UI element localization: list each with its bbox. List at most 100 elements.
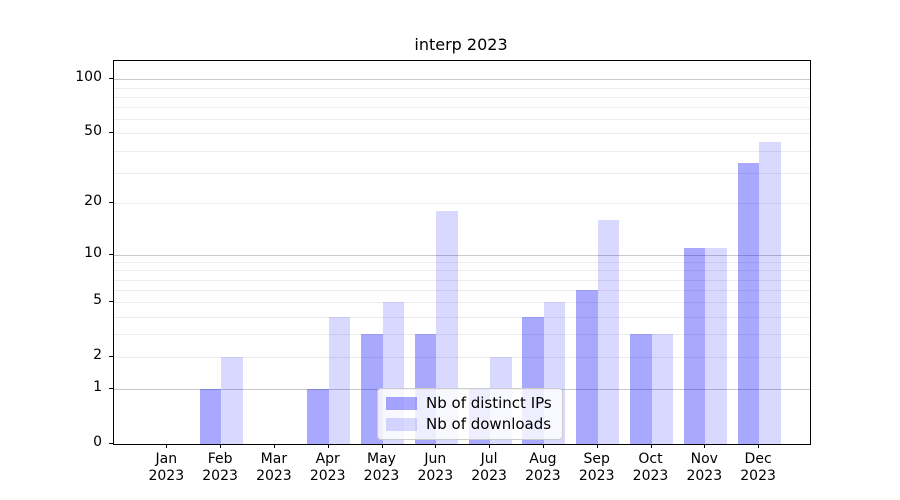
- x-tick-year: 2023: [686, 468, 723, 484]
- gridline-minor-90: [114, 87, 810, 89]
- x-tick-year: 2023: [525, 468, 561, 484]
- x-tick-year: 2023: [632, 468, 669, 484]
- gridline-minor-70: [114, 107, 810, 109]
- y-tick-20: [109, 202, 113, 204]
- bar-downloads-oct: [651, 334, 673, 444]
- gridline-minor-20: [114, 203, 810, 205]
- x-tick-month: Mar: [260, 451, 288, 467]
- gridline-minor-60: [114, 119, 810, 121]
- bar-downloads-dec: [759, 141, 781, 444]
- x-tick-month: Feb: [207, 451, 233, 467]
- x-tick-month: Oct: [638, 451, 663, 467]
- gridline-major-100: [114, 79, 810, 81]
- y-tick-100: [109, 78, 113, 80]
- x-tick-label-jul: Jul 2023: [459, 451, 519, 485]
- bar-downloads-feb: [221, 357, 243, 444]
- x-tick-year: 2023: [363, 468, 400, 484]
- gridline-minor-30: [114, 172, 810, 174]
- y-tick-10: [109, 253, 113, 255]
- bar-distinct-ips-oct: [630, 334, 652, 444]
- x-tick-year: 2023: [256, 468, 292, 484]
- gridline-major-10: [114, 254, 810, 256]
- legend-swatch-distinct-ips: [386, 396, 417, 410]
- chart-title: interp 2023: [414, 35, 508, 54]
- x-tick-jul: [489, 444, 491, 448]
- bar-distinct-ips-nov: [683, 247, 706, 444]
- x-tick-month: Dec: [744, 451, 772, 467]
- y-tick-5: [109, 301, 113, 303]
- x-tick-month: Aug: [529, 451, 557, 467]
- x-tick-month: Nov: [690, 451, 718, 467]
- y-tick-2: [109, 356, 113, 358]
- x-tick-label-oct: Oct 2023: [621, 451, 681, 485]
- gridline-minor-2: [114, 357, 810, 359]
- x-tick-label-apr: Apr 2023: [298, 451, 358, 485]
- bar-downloads-jun: [436, 211, 458, 444]
- gridline-minor-6: [114, 290, 810, 292]
- gridline-minor-5: [114, 302, 810, 304]
- y-tick-label-20: 20: [84, 193, 102, 210]
- gridline-minor-9: [114, 262, 810, 264]
- x-tick-month: Apr: [315, 451, 340, 467]
- y-tick-label-2: 2: [93, 347, 102, 364]
- x-tick-jun: [435, 444, 437, 448]
- x-tick-feb: [220, 444, 222, 448]
- x-tick-label-feb: Feb 2023: [190, 451, 250, 485]
- x-tick-year: 2023: [202, 468, 238, 484]
- x-tick-label-mar: Mar 2023: [244, 451, 304, 485]
- legend-label-downloads: Nb of downloads: [426, 415, 552, 433]
- x-tick-label-aug: Aug 2023: [513, 451, 573, 485]
- gridline-minor-3: [114, 334, 810, 336]
- gridline-minor-8: [114, 270, 810, 272]
- bar-distinct-ips-apr: [307, 389, 329, 444]
- bar-downloads-nov: [705, 247, 727, 444]
- bar-downloads-sep: [597, 220, 620, 444]
- bar-distinct-ips-feb: [199, 389, 222, 444]
- legend-item-distinct-ips: Nb of distinct IPs: [386, 394, 552, 412]
- gridline-minor-7: [114, 279, 810, 281]
- x-tick-year: 2023: [309, 468, 346, 484]
- x-tick-may: [381, 444, 383, 448]
- y-tick-label-5: 5: [93, 292, 102, 309]
- y-tick-50: [109, 132, 113, 134]
- y-tick-0: [109, 443, 113, 444]
- bar-distinct-ips-sep: [576, 290, 598, 444]
- x-tick-nov: [704, 444, 706, 448]
- x-tick-label-jan: Jan 2023: [136, 451, 196, 485]
- y-tick-label-50: 50: [84, 123, 102, 140]
- x-tick-label-sep: Sep 2023: [567, 451, 627, 485]
- y-tick-label-1: 1: [93, 379, 102, 396]
- x-tick-label-dec: Dec 2023: [728, 451, 788, 485]
- x-tick-sep: [596, 444, 598, 448]
- x-tick-month: Jun: [424, 451, 447, 467]
- x-tick-year: 2023: [578, 468, 615, 484]
- x-tick-year: 2023: [417, 468, 454, 484]
- legend-swatch-downloads: [386, 417, 417, 431]
- bar-distinct-ips-dec: [737, 163, 760, 444]
- plot-area: Nb of distinct IPs Nb of downloads: [113, 60, 811, 445]
- x-tick-month: Sep: [583, 451, 610, 467]
- legend-label-distinct-ips: Nb of distinct IPs: [426, 394, 552, 412]
- x-tick-mar: [273, 444, 275, 448]
- x-tick-label-jun: Jun 2023: [405, 451, 465, 485]
- x-tick-aug: [542, 444, 544, 448]
- gridline-minor-80: [114, 96, 810, 98]
- y-tick-label-0: 0: [93, 434, 102, 450]
- x-tick-jan: [166, 444, 168, 448]
- x-tick-dec: [758, 444, 760, 448]
- gridline-minor-50: [114, 133, 810, 135]
- x-tick-label-nov: Nov 2023: [674, 451, 734, 485]
- x-tick-month: Jul: [480, 451, 498, 467]
- x-tick-year: 2023: [148, 468, 185, 484]
- gridline-minor-4: [114, 316, 810, 318]
- gridline-minor-40: [114, 150, 810, 152]
- x-tick-apr: [327, 444, 329, 448]
- y-tick-label-10: 10: [84, 244, 102, 261]
- y-tick-label-100: 100: [75, 69, 102, 86]
- x-tick-label-may: May 2023: [352, 451, 412, 485]
- x-tick-year: 2023: [740, 468, 776, 484]
- x-tick-oct: [650, 444, 652, 448]
- x-tick-month: Jan: [155, 451, 178, 467]
- y-tick-1: [109, 388, 113, 390]
